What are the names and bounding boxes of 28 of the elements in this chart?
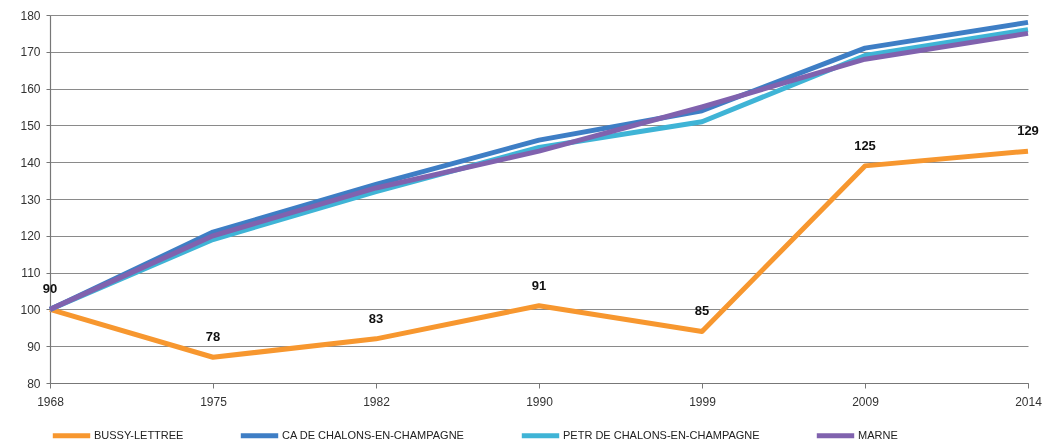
y-tick-label: 80: [27, 376, 41, 391]
y-tick-label: 140: [20, 155, 41, 170]
y-tick-label: 90: [27, 339, 41, 354]
legend-label: PETR DE CHALONS-EN-CHAMPAGNE: [563, 428, 760, 441]
x-tick-label: 1982: [363, 394, 391, 409]
x-tick-label: 2014: [1015, 394, 1043, 409]
annotation: 83: [368, 310, 384, 326]
x-tick-label: 1990: [526, 394, 554, 409]
x-tick-label: 1999: [689, 394, 717, 409]
y-tick-label: 110: [21, 266, 41, 281]
legend-label: CA DE CHALONS-EN-CHAMPAGNE: [282, 428, 464, 441]
y-tick-label: 170: [20, 45, 41, 60]
legend-label: MARNE: [858, 428, 898, 441]
x-tick-label: 1968: [37, 394, 65, 409]
y-tick-label: 100: [20, 302, 41, 317]
y-tick-label: 150: [20, 118, 41, 133]
annotation: 91: [531, 277, 547, 293]
x-tick-label: 2009: [852, 394, 880, 409]
y-tick-label: 180: [20, 8, 41, 23]
x-tick-label: 1975: [200, 394, 228, 409]
annotation: 78: [205, 329, 221, 345]
annotation: 129: [1017, 123, 1039, 139]
annotation: 85: [694, 303, 710, 319]
y-tick-label: 120: [20, 229, 41, 244]
y-tick-label: 130: [20, 192, 41, 207]
y-tick-label: 160: [20, 82, 41, 97]
legend-label: BUSSY-LETTREE: [94, 428, 184, 441]
annotation: 125: [854, 137, 876, 153]
